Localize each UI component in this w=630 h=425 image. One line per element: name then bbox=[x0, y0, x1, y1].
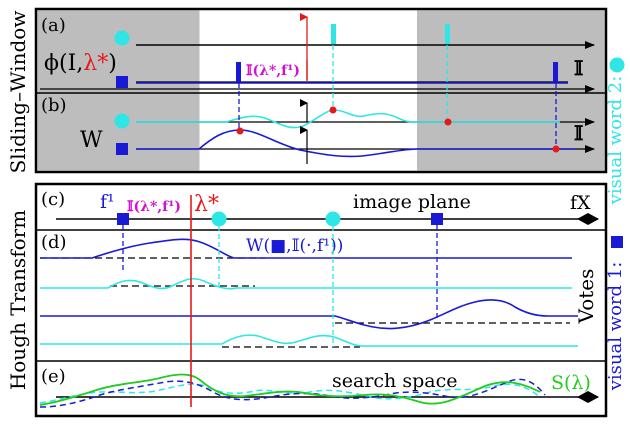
search-space-label: search space bbox=[332, 370, 457, 392]
w-function-label: W(■,𝕀(·,f¹)) bbox=[246, 236, 343, 256]
cyan-spike-1 bbox=[331, 24, 336, 44]
indicator-label-a: 𝕀(λ*,f¹) bbox=[246, 63, 300, 79]
vote-row-4-curve bbox=[40, 334, 578, 347]
visual-word-2-label: visual word 2: bbox=[605, 76, 626, 206]
hough-frame bbox=[34, 182, 608, 418]
feature-label: f¹ bbox=[100, 191, 115, 213]
sliding-window-section: (a) ϕ(I,λ*) 𝕀 𝕀(λ*,f¹) (b) W 𝕀 bbox=[34, 7, 608, 174]
cyan-circle-icon bbox=[609, 57, 625, 73]
image-plane-label: image plane bbox=[353, 191, 471, 213]
w-curve-blue bbox=[136, 129, 575, 158]
cyan-spike-2 bbox=[445, 24, 450, 44]
panel-b-tag: (b) bbox=[41, 95, 67, 116]
blue-spike-2 bbox=[553, 62, 558, 82]
fx-axis-label: fX bbox=[570, 192, 591, 214]
votes-label: Votes bbox=[574, 269, 598, 325]
vote-row-2-curve bbox=[40, 277, 572, 290]
feature-circle-1 bbox=[211, 211, 227, 227]
panel-e-tag: (e) bbox=[41, 366, 66, 387]
sample-dot-3 bbox=[444, 118, 452, 126]
panel-d-tag: (d) bbox=[41, 232, 67, 253]
visual-word-1-marker-a bbox=[116, 76, 128, 88]
visual-word-1-label: visual word 1: bbox=[605, 262, 626, 392]
blue-square-icon bbox=[611, 236, 623, 248]
vote-row-1-curve bbox=[40, 238, 572, 259]
visual-word-1-marker-b bbox=[116, 143, 128, 155]
sample-dot-4 bbox=[552, 145, 560, 153]
sample-dot-2 bbox=[329, 106, 337, 114]
feature-circle-2 bbox=[325, 211, 341, 227]
feature-square-1 bbox=[117, 213, 129, 225]
visual-word-2-marker-a bbox=[114, 30, 130, 46]
w-label: W bbox=[80, 128, 103, 153]
vote-row-3-curve bbox=[40, 299, 578, 330]
blue-spike-1 bbox=[236, 62, 241, 82]
score-label: S(λ) bbox=[551, 372, 591, 394]
sample-dot-1 bbox=[236, 127, 244, 135]
hough-transform-label: Hough Transform bbox=[6, 210, 30, 390]
score-curve-blue bbox=[39, 378, 546, 408]
score-curve-green bbox=[39, 373, 541, 406]
panel-a-tag: (a) bbox=[41, 15, 66, 36]
sliding-window-label: Sliding–Window bbox=[6, 11, 30, 174]
feature-square-2 bbox=[431, 213, 443, 225]
visual-word-legend: visual word 2: visual word 1: bbox=[605, 57, 626, 392]
axis-a-label: 𝕀 bbox=[574, 56, 583, 80]
indicator-label-c: 𝕀(λ*,f¹) bbox=[127, 199, 181, 215]
panel-c-tag: (c) bbox=[41, 189, 65, 210]
hough-transform-section: (c) f¹ 𝕀(λ*,f¹) λ* image plane fX (d) W(… bbox=[34, 182, 608, 418]
axis-b-label: 𝕀 bbox=[574, 121, 583, 145]
visual-word-2-marker-b bbox=[114, 113, 130, 129]
phi-label: ϕ(I,λ*) bbox=[44, 51, 117, 76]
